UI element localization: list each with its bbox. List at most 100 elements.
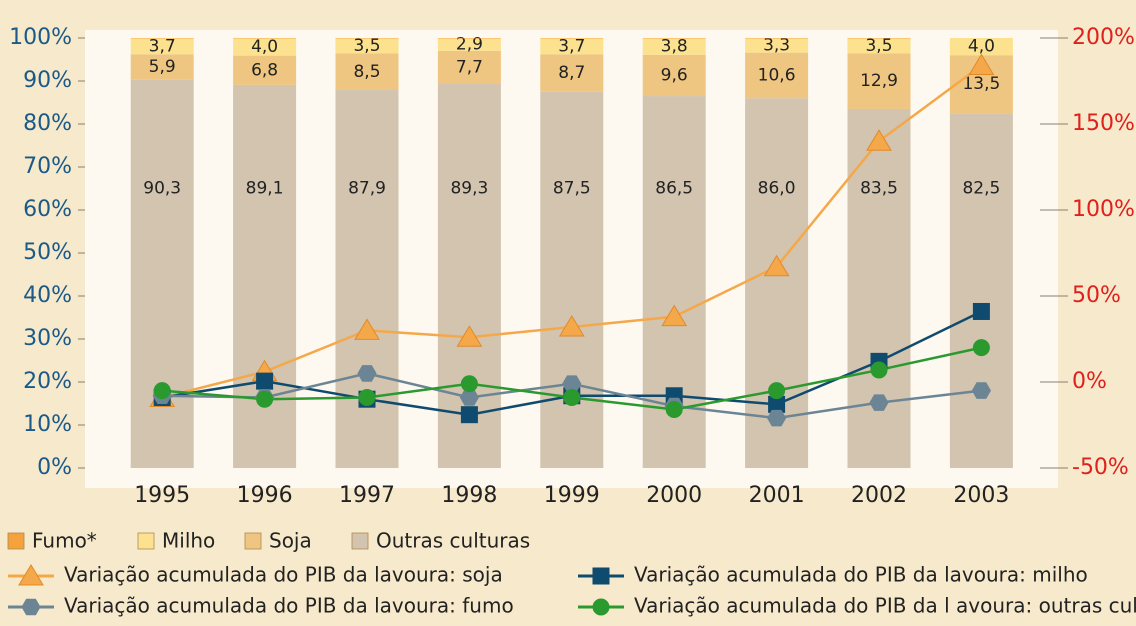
marker: [866, 129, 892, 151]
bar-segment: [949, 113, 1013, 468]
x-tick-label: 1996: [237, 483, 293, 508]
y-tick-label: 100%: [9, 25, 72, 50]
y2-tick-label: 200%: [1072, 25, 1135, 50]
marker: [972, 339, 990, 357]
value-label: 8,5: [353, 62, 380, 82]
bar-segment: [130, 38, 194, 55]
value-label: 4,0: [968, 37, 995, 57]
x-tick-label: 1999: [544, 483, 600, 508]
y2-tick-label: 100%: [1072, 197, 1135, 222]
legend-swatch: [351, 532, 369, 550]
bar-segment: [130, 54, 194, 80]
legend-swatch: [244, 532, 262, 550]
value-label: 8,7: [558, 63, 585, 83]
bar-segment: [745, 52, 809, 99]
bar-segment: [233, 55, 297, 85]
y-tick-label: 90%: [23, 68, 72, 93]
bar-segment: [745, 38, 809, 53]
legend-label: Variação acumulada do PIB da lavoura: mi…: [634, 563, 1088, 587]
value-label: 3,5: [353, 36, 380, 56]
marker: [661, 304, 688, 327]
legend-label: Fumo*: [32, 529, 97, 553]
marker: [768, 382, 786, 400]
marker: [665, 401, 683, 419]
bar-segment: [437, 38, 501, 51]
y2-tick-label: 50%: [1072, 283, 1121, 308]
marker: [460, 375, 478, 393]
y2-tick-label: 150%: [1072, 111, 1135, 136]
x-tick-label: 2003: [953, 483, 1009, 508]
marker: [358, 388, 376, 406]
value-label: 89,3: [450, 179, 488, 199]
legend-label: Variação acumulada do PIB da lavoura: fu…: [64, 594, 514, 618]
legend-marker: [18, 564, 44, 586]
x-tick-label: 2002: [851, 483, 907, 508]
bar-segment: [540, 38, 604, 55]
bar-segment: [847, 53, 911, 109]
y-tick-label: 70%: [23, 154, 72, 179]
value-label: 4,0: [251, 37, 278, 57]
value-label: 3,8: [661, 37, 688, 57]
value-label: 82,5: [962, 179, 1000, 199]
y2-tick-label: 0%: [1072, 369, 1107, 394]
marker: [763, 254, 790, 277]
value-label: 86,0: [758, 179, 796, 199]
bar-segment: [233, 38, 297, 56]
legend-label: Outras culturas: [376, 529, 530, 553]
marker: [456, 325, 483, 347]
bar-segment: [130, 79, 194, 469]
value-label: 3,7: [149, 36, 176, 56]
y-tick-label: 50%: [23, 240, 72, 265]
value-label: 10,6: [758, 65, 796, 85]
bar-segment: [233, 84, 297, 469]
marker: [563, 388, 581, 406]
x-tick-label: 1995: [134, 483, 190, 508]
legend-swatch: [137, 532, 155, 550]
bar-segment: [847, 108, 911, 468]
value-label: 12,9: [860, 71, 898, 91]
marker: [870, 361, 888, 379]
marker: [558, 314, 585, 337]
bar-segment: [335, 38, 399, 54]
y-tick-label: 10%: [23, 412, 72, 437]
y-tick-label: 60%: [23, 197, 72, 222]
bar-segment: [335, 90, 399, 468]
marker: [968, 53, 995, 76]
value-label: 3,3: [763, 36, 790, 56]
legend-label: Milho: [162, 529, 215, 553]
legend-marker: [592, 598, 610, 616]
value-label: 6,8: [251, 60, 278, 80]
marker: [256, 372, 274, 390]
x-tick-label: 2000: [646, 483, 702, 508]
value-label: 3,5: [865, 36, 892, 56]
y-tick-label: 40%: [23, 283, 72, 308]
marker: [971, 382, 991, 399]
value-label: 87,5: [553, 179, 591, 199]
bar-segment: [642, 54, 706, 97]
marker: [460, 406, 478, 424]
marker: [153, 382, 171, 400]
marker: [256, 390, 274, 408]
x-tick-label: 2001: [749, 483, 805, 508]
y-tick-label: 80%: [23, 111, 72, 136]
y-tick-label: 20%: [23, 369, 72, 394]
x-tick-label: 1998: [441, 483, 497, 508]
y-tick-label: 0%: [37, 455, 72, 480]
bar-segment: [642, 38, 706, 55]
value-label: 90,3: [143, 179, 181, 199]
bar-segment: [437, 50, 501, 85]
marker: [972, 302, 990, 320]
value-label: 86,5: [655, 179, 693, 199]
legend-marker: [21, 598, 41, 616]
marker: [869, 394, 889, 411]
marker: [357, 365, 377, 382]
x-tick-label: 1997: [339, 483, 395, 508]
y-tick-label: 30%: [23, 326, 72, 351]
value-label: 2,9: [456, 35, 483, 55]
value-label: 13,5: [962, 74, 1000, 94]
value-label: 3,7: [558, 36, 585, 56]
value-label: 89,1: [246, 179, 284, 199]
bar-segment: [540, 91, 604, 468]
legend-label: Variação acumulada do PIB da l avoura: o…: [634, 594, 1136, 618]
